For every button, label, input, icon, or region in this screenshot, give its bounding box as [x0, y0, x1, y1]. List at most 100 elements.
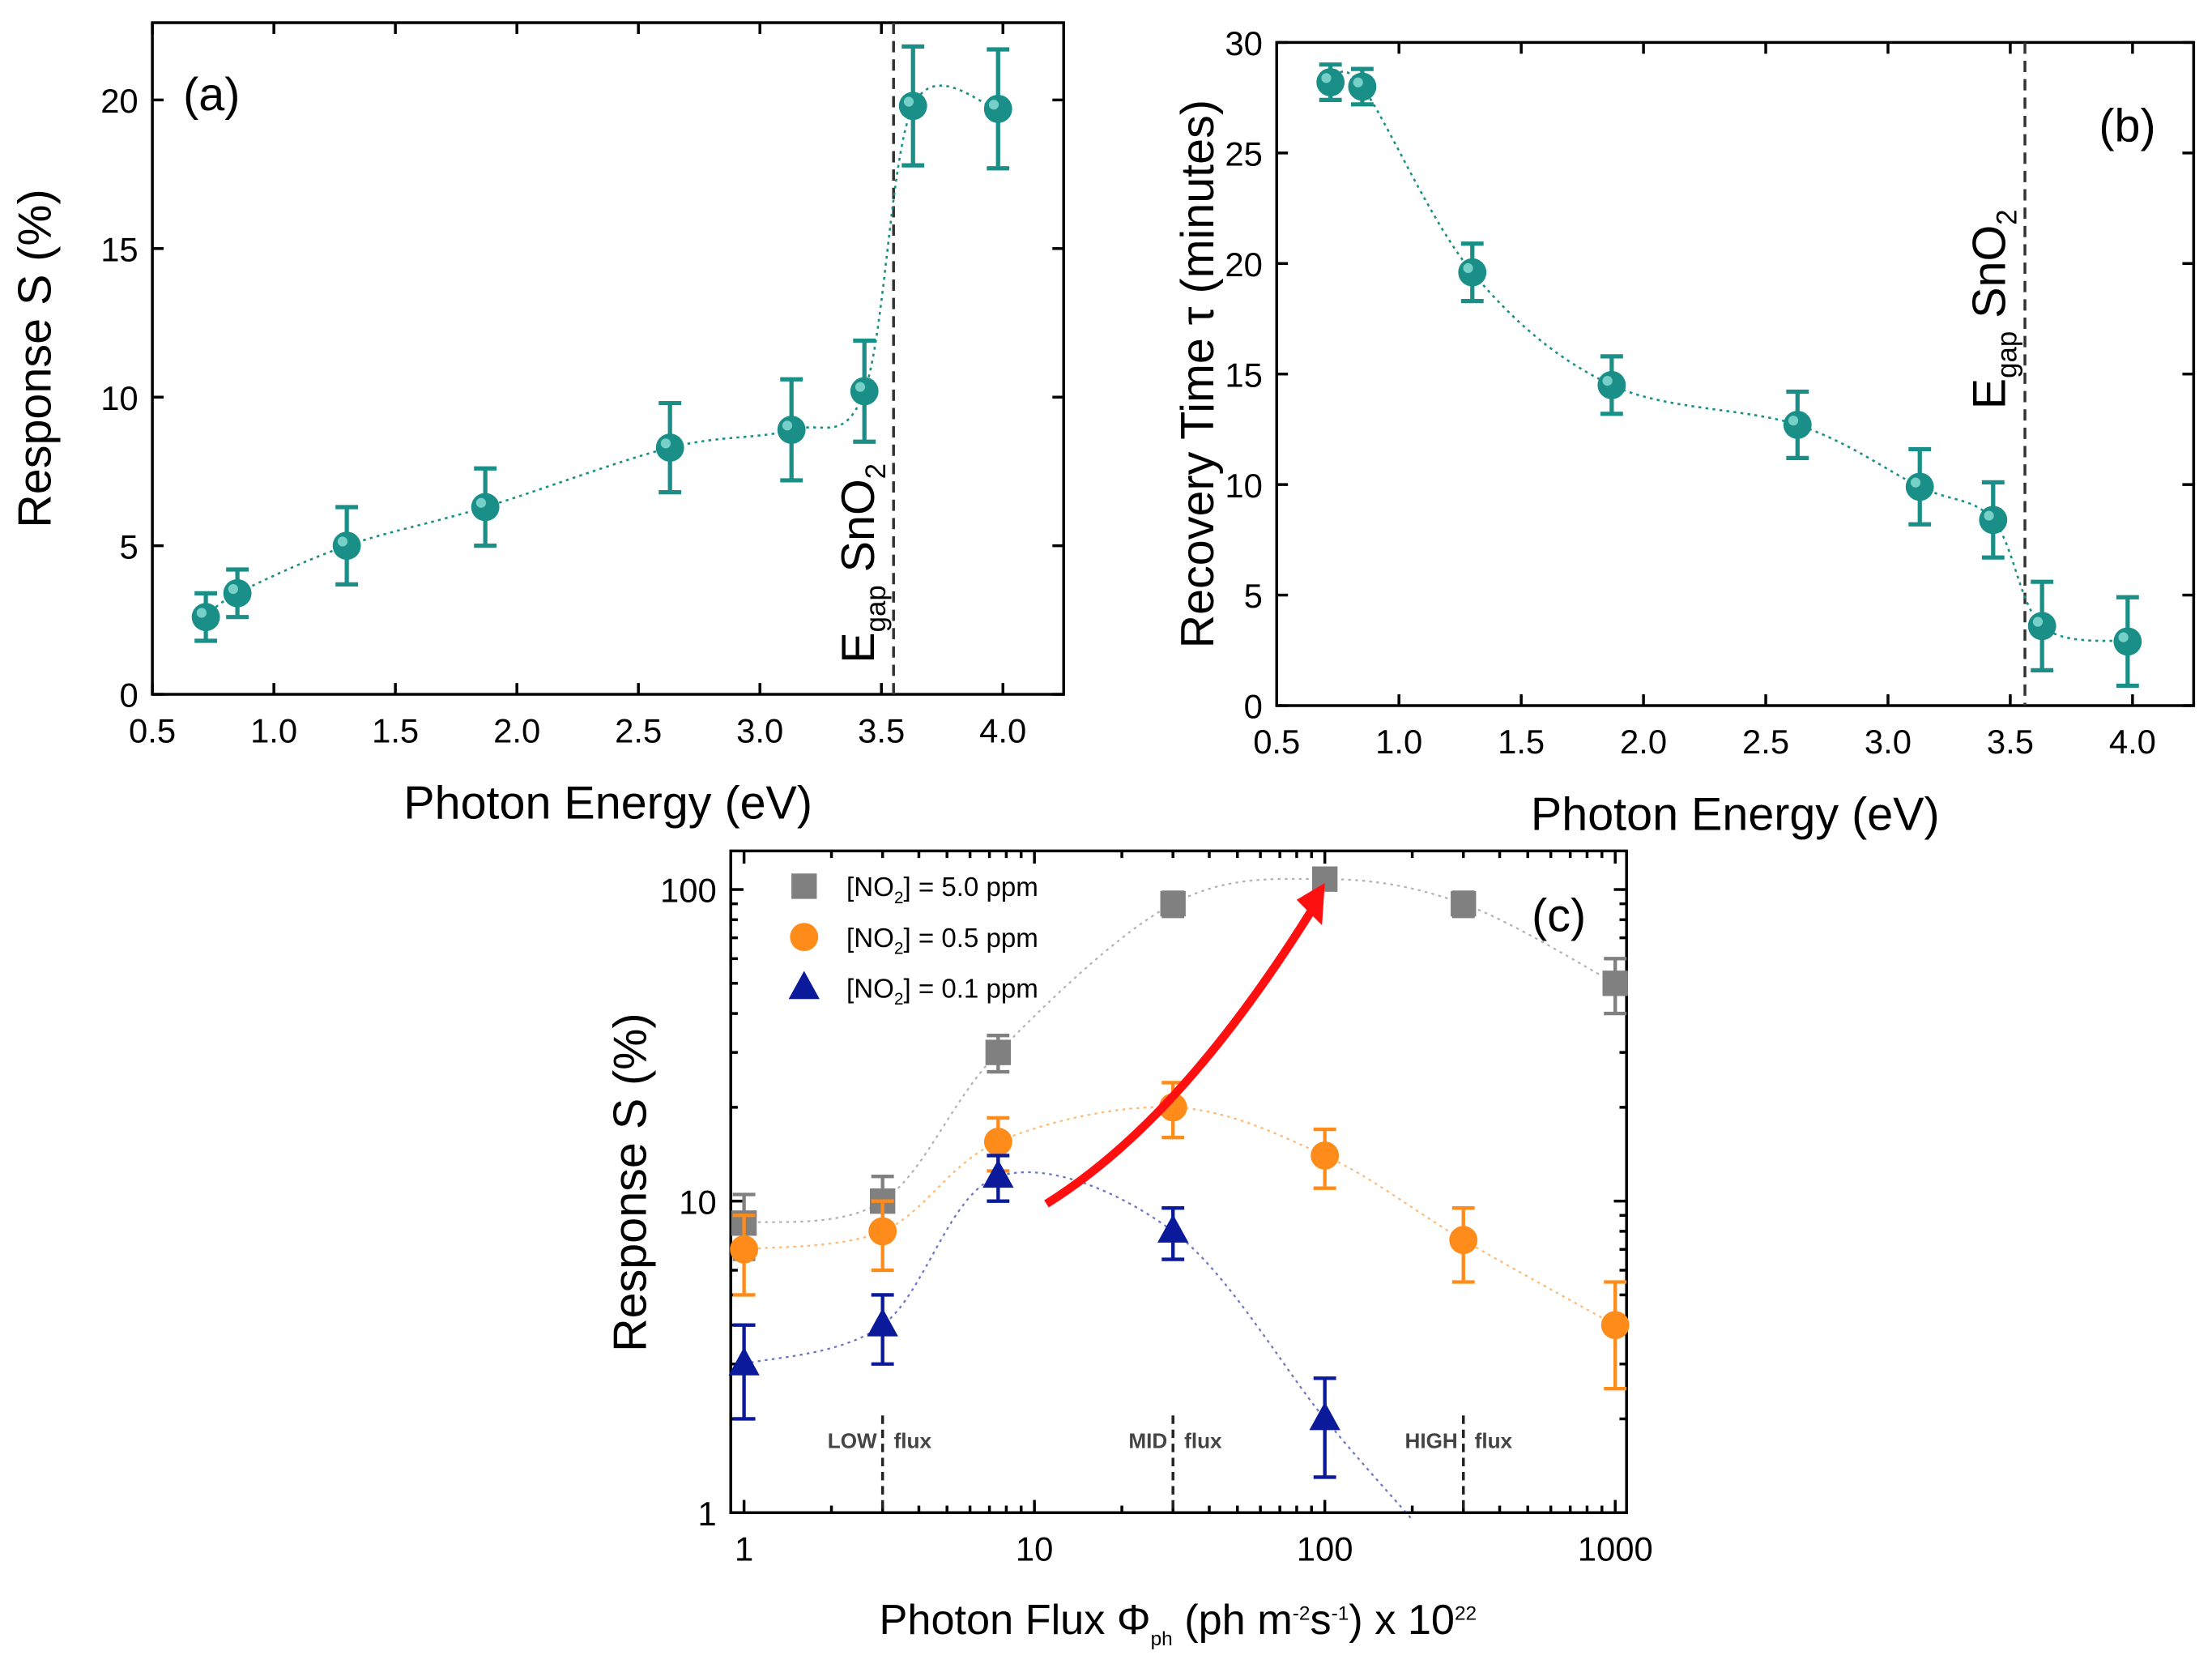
data-point-highlight	[1788, 416, 1799, 426]
data-point-highlight	[196, 608, 207, 618]
y-tick-label: 10	[1225, 467, 1263, 505]
y-tick-label: 5	[1244, 577, 1263, 615]
x-tick-label: 1.0	[1375, 723, 1422, 761]
x-tick-label: 1000	[1578, 1529, 1653, 1568]
x-tick-label: 1	[735, 1529, 753, 1568]
x-axis-label: Photon Energy (eV)	[1531, 788, 1940, 840]
x-tick-label: 4.0	[2109, 723, 2156, 761]
y-tick-label: 30	[1225, 24, 1263, 62]
x-tick-label: 100	[1297, 1529, 1353, 1568]
y-tick-label: 25	[1225, 135, 1263, 173]
panel-a: 0.5 1.0 1.5 2.0 2.5 3.0 3.5 4.0 0 5 10 15 20 Photon E…	[10, 21, 1065, 829]
x-tick-label: 10	[1016, 1529, 1054, 1568]
x-tick-label: 2.0	[493, 711, 540, 749]
trend-arrow	[1044, 900, 1320, 1208]
data-point	[850, 377, 879, 406]
triangle-marker	[788, 971, 820, 1000]
legend-entry: [NO2] = 5.0 ppm	[846, 872, 1038, 907]
y-axis-label: Recovery Time τ (minutes)	[1172, 100, 1224, 648]
data-point	[1458, 258, 1487, 287]
data-point-highlight	[782, 420, 793, 431]
plot-frame	[1275, 41, 2196, 707]
x-tick-label: 1.5	[372, 711, 419, 749]
panel-label: (b)	[2099, 100, 2155, 151]
x-tick-label: 3.0	[736, 711, 783, 749]
data-point	[332, 531, 361, 561]
data-point-highlight	[228, 584, 238, 595]
data-point-highlight	[2118, 632, 2129, 642]
panel-label: (a)	[183, 69, 240, 121]
y-tick-label: 10	[679, 1183, 717, 1221]
x-tick-label: 2.0	[1620, 723, 1667, 761]
circle-marker	[1600, 1311, 1630, 1340]
y-tick-label: 100	[660, 872, 717, 910]
circle-marker	[868, 1217, 897, 1246]
data-point-highlight	[660, 438, 671, 449]
flux-region-label: HIGH	[1404, 1428, 1457, 1453]
data-point	[2027, 612, 2056, 641]
circle-marker	[790, 923, 819, 952]
square-marker	[791, 873, 817, 899]
panel-c: 1 10 100 1000 1 10 100 Photon Flux Φph (ph m-2s…	[605, 849, 1653, 1650]
data-point	[983, 94, 1012, 123]
x-tick-label: 3.5	[1987, 723, 2034, 761]
data-point	[898, 92, 927, 121]
circle-marker	[1449, 1226, 1478, 1255]
data-point-highlight	[855, 382, 866, 392]
data-point	[2113, 627, 2142, 656]
x-tick-label: 1.0	[250, 711, 297, 749]
y-tick-label: 5	[119, 527, 138, 565]
triangle-marker	[728, 1346, 760, 1376]
y-tick-label: 0	[1244, 688, 1263, 726]
y-axis-label: Response S (%)	[605, 1013, 657, 1351]
circle-marker	[1311, 1141, 1340, 1170]
panel-label: (c)	[1532, 890, 1586, 942]
data-point-highlight	[1463, 262, 1473, 274]
y-tick-label: 1	[698, 1495, 717, 1533]
circle-marker	[983, 1128, 1012, 1156]
flux-region-label: flux	[1184, 1428, 1222, 1453]
data-point-highlight	[1910, 477, 1921, 488]
y-axis-label: Response S (%)	[10, 189, 62, 527]
flux-region-label: flux	[1475, 1428, 1513, 1453]
triangle-marker	[1309, 1401, 1340, 1431]
square-marker	[985, 1039, 1012, 1065]
data-point-highlight	[988, 100, 999, 110]
x-axis-label: Photon Flux Φph (ph m-2s-1) x 1022	[880, 1597, 1477, 1650]
y-tick-label: 0	[119, 676, 138, 715]
panel-b: 0.5 1.0 1.5 2.0 2.5 3.0 3.5 4.0 0 5 10 15 20 25 30 Phot…	[1172, 24, 2196, 840]
flux-region-label: LOW	[828, 1428, 877, 1453]
data-point	[471, 493, 500, 522]
x-tick-label: 1.5	[1498, 723, 1545, 761]
data-point-highlight	[2032, 616, 2044, 627]
triangle-marker	[1157, 1214, 1189, 1243]
data-point-highlight	[1353, 77, 1363, 87]
y-tick-label: 20	[100, 82, 139, 120]
data-point	[1979, 506, 2008, 535]
data-point-highlight	[475, 497, 487, 508]
legend-entry: [NO2] = 0.1 ppm	[846, 975, 1038, 1009]
flux-region-label: flux	[894, 1428, 932, 1453]
data-point-highlight	[1321, 73, 1332, 83]
triangle-marker	[982, 1159, 1014, 1188]
y-tick-label: 15	[1225, 356, 1263, 394]
fit-curve	[1330, 70, 2129, 643]
arrow-head-icon	[1296, 882, 1325, 926]
data-point-highlight	[1602, 376, 1613, 386]
x-tick-label: 0.5	[1253, 723, 1300, 761]
x-tick-label: 3.5	[858, 711, 905, 749]
plot-frame	[729, 849, 1628, 1515]
series-2: [NO2] = 0.1 ppm	[728, 971, 1413, 1521]
data-point	[655, 433, 684, 463]
data-point-highlight	[903, 96, 914, 107]
square-marker	[1451, 890, 1477, 917]
data-point	[1316, 68, 1345, 96]
data-point	[191, 603, 220, 632]
x-tick-label: 3.0	[1865, 723, 1912, 761]
x-tick-label: 4.0	[979, 711, 1026, 749]
legend-entry: [NO2] = 0.5 ppm	[846, 924, 1038, 958]
flux-region-label: MID	[1128, 1428, 1167, 1453]
data-point-highlight	[337, 536, 348, 547]
data-point	[777, 416, 806, 445]
